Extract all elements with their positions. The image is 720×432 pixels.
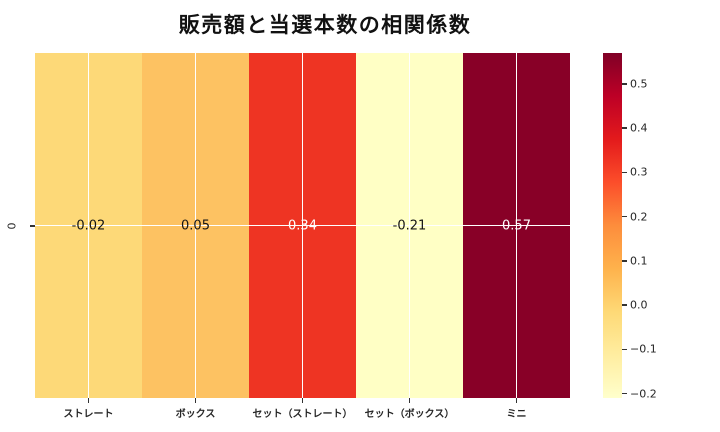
gridline-horizontal bbox=[35, 224, 570, 227]
colorbar-tick-label: 0.1 bbox=[630, 254, 648, 268]
y-tick-mark bbox=[30, 225, 35, 227]
colorbar-tick-label: 0.4 bbox=[630, 121, 648, 135]
colorbar-tick-mark bbox=[622, 171, 627, 174]
cell-value-annotation: 0.34 bbox=[288, 218, 317, 233]
cell-value-annotation: -0.21 bbox=[392, 218, 427, 233]
cell-value-annotation: 0.57 bbox=[502, 218, 531, 233]
colorbar-tick-label: 0.0 bbox=[630, 298, 648, 312]
x-tick-mark bbox=[301, 398, 304, 403]
colorbar-tick-mark bbox=[622, 260, 627, 262]
colorbar-tick-mark bbox=[622, 127, 627, 129]
x-tick-label: ミニ bbox=[506, 409, 527, 420]
colorbar bbox=[603, 53, 622, 398]
colorbar-tick-mark bbox=[622, 348, 627, 351]
x-tick-label: ストレート bbox=[63, 409, 114, 420]
y-tick-label: 0 bbox=[5, 222, 19, 230]
x-tick-label: セット（ボックス） bbox=[364, 409, 455, 420]
colorbar-tick-label: 0.3 bbox=[630, 165, 648, 179]
x-tick-mark bbox=[515, 398, 518, 403]
colorbar-tick-label: 0.2 bbox=[630, 210, 648, 224]
x-tick-label: セット（ストレート） bbox=[252, 409, 353, 420]
x-tick-mark bbox=[87, 398, 90, 403]
colorbar-tick-mark bbox=[622, 392, 627, 395]
x-tick-label: ボックス bbox=[175, 409, 216, 420]
colorbar-tick-label: −0.2 bbox=[630, 387, 657, 401]
colorbar-tick-label: −0.1 bbox=[630, 342, 657, 356]
cell-value-annotation: 0.05 bbox=[181, 218, 210, 233]
colorbar-tick-mark bbox=[622, 83, 627, 85]
cell-value-annotation: -0.02 bbox=[71, 218, 106, 233]
colorbar-tick-mark bbox=[622, 215, 627, 218]
colorbar-tick-mark bbox=[622, 304, 627, 306]
heatmap-plot-area: -0.02 0.05 0.34 -0.21 0.57 bbox=[35, 53, 570, 398]
chart-title: 販売額と当選本数の相関係数 bbox=[178, 13, 472, 37]
colorbar-tick-label: 0.5 bbox=[630, 77, 648, 91]
x-tick-mark bbox=[194, 398, 197, 403]
x-tick-mark bbox=[408, 398, 411, 403]
